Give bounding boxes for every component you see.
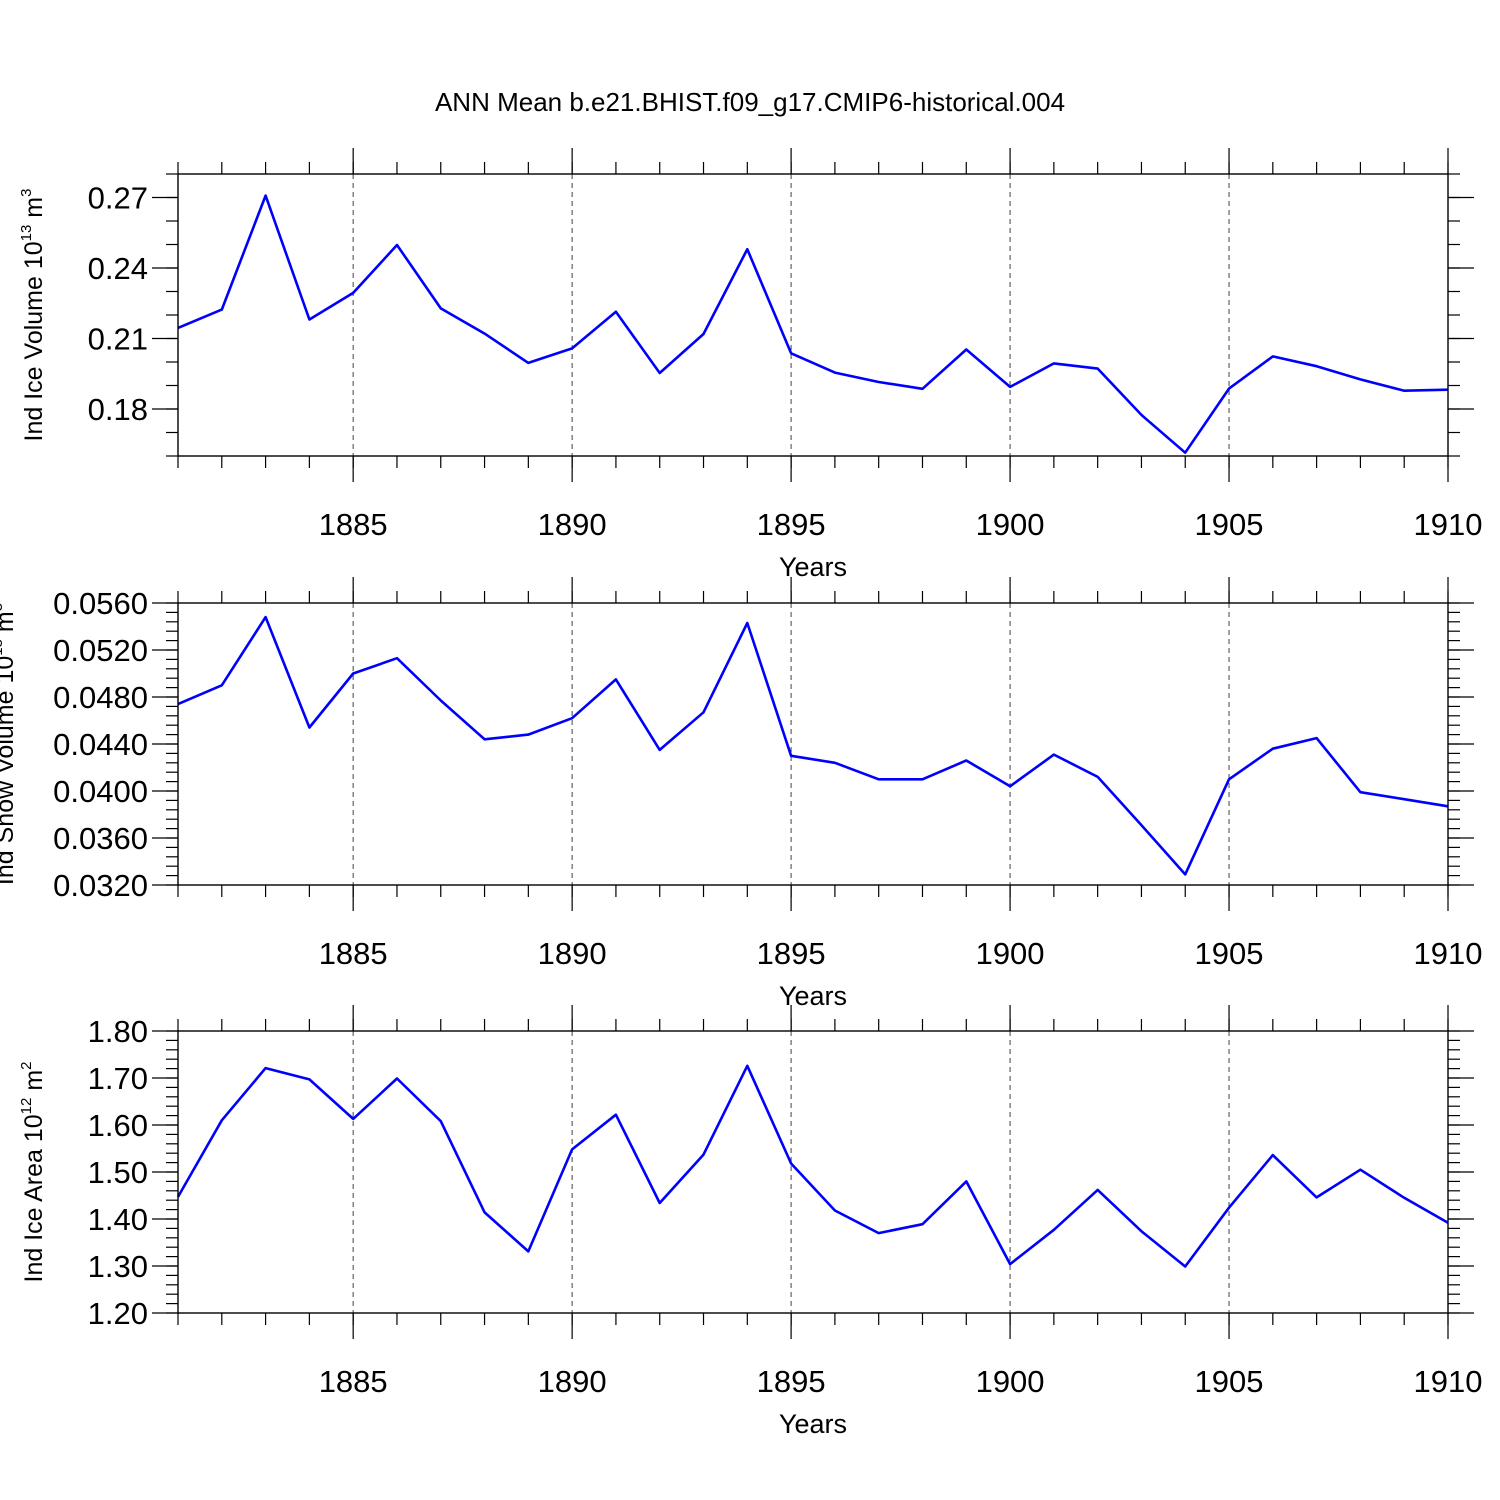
y-tick-label: 0.27 [88, 181, 148, 216]
x-tick-label: 1895 [757, 936, 826, 971]
y-tick-label: 0.0520 [53, 633, 148, 668]
x-tick-label: 1900 [976, 1364, 1045, 1399]
y-tick-label: 0.0440 [53, 727, 148, 762]
figure-title: ANN Mean b.e21.BHIST.f09_g17.CMIP6-histo… [435, 87, 1065, 117]
y-tick-label: 0.0320 [53, 868, 148, 903]
plot-frame [177, 602, 1449, 886]
y-tick-label: 1.30 [88, 1249, 148, 1284]
y-tick-label: 1.20 [88, 1296, 148, 1331]
y-axis-title: Ind Snow Volume 1013 m3 [0, 603, 19, 885]
x-tick-label: 1910 [1414, 1364, 1483, 1399]
y-tick-label: 0.0360 [53, 821, 148, 856]
x-tick-label: 1895 [757, 507, 826, 542]
y-tick-label: 0.18 [88, 392, 148, 427]
x-tick-label: 1885 [319, 507, 388, 542]
y-tick-label: 0.0480 [53, 680, 148, 715]
x-tick-label: 1910 [1414, 936, 1483, 971]
x-tick-label: 1900 [976, 936, 1045, 971]
y-tick-label: 1.40 [88, 1202, 148, 1237]
x-tick-label: 1905 [1195, 507, 1264, 542]
y-tick-label: 0.0400 [53, 774, 148, 809]
series-line [176, 1064, 1449, 1268]
x-axis-title: Years [779, 981, 847, 1011]
y-tick-label: 0.21 [88, 322, 148, 357]
x-axis-title: Years [779, 552, 847, 582]
y-tick-label: 1.50 [88, 1155, 148, 1190]
x-tick-label: 1890 [538, 936, 607, 971]
x-tick-label: 1885 [319, 1364, 388, 1399]
panel-ind-snow-volume: 1885 1890 1895 1900 1905 1910 0.0320 0.0360 0.04… [0, 577, 1482, 1011]
x-tick-label: 1910 [1414, 507, 1483, 542]
y-axis-title: Ind Ice Area 1012 m2 [18, 1062, 48, 1283]
x-tick-label: 1905 [1195, 936, 1264, 971]
panel-ind-ice-volume: 1885 1890 1895 1900 1905 1910 0.18 0.21 0.24 0.27… [18, 148, 1482, 582]
x-tick-label: 1890 [538, 1364, 607, 1399]
x-axis-title: Years [779, 1409, 847, 1439]
x-tick-label: 1900 [976, 507, 1045, 542]
panel-ind-ice-area: 1885 1890 1895 1900 1905 1910 1.20 1.30 1.40 1.50… [18, 1005, 1482, 1439]
x-tick-label: 1885 [319, 936, 388, 971]
series-line [177, 615, 1449, 876]
y-axis-title: Ind Ice Volume 1013 m3 [18, 189, 48, 442]
plot-frame [177, 173, 1449, 457]
y-tick-label: 1.80 [88, 1014, 148, 1049]
y-tick-label: 1.60 [88, 1108, 148, 1143]
y-tick-label: 1.70 [88, 1061, 148, 1096]
plot-frame [177, 1030, 1449, 1314]
x-tick-label: 1890 [538, 507, 607, 542]
y-tick-label: 0.0560 [53, 586, 148, 621]
y-tick-label: 0.24 [88, 251, 148, 286]
x-tick-label: 1905 [1195, 1364, 1264, 1399]
series-line [177, 194, 1449, 455]
x-tick-label: 1895 [757, 1364, 826, 1399]
